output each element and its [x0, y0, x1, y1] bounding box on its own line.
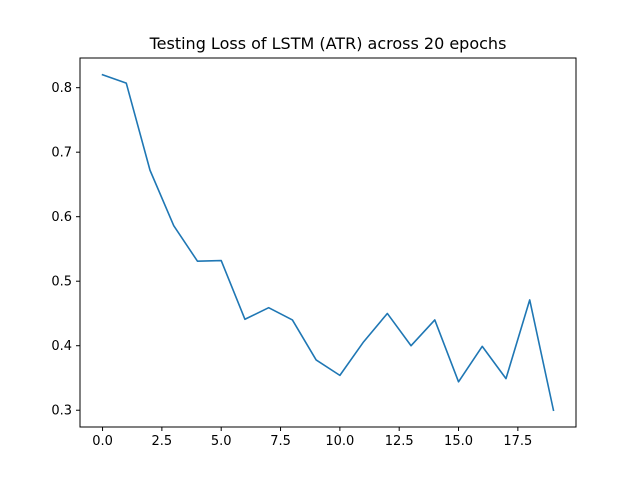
y-tick-label: 0.6	[51, 210, 72, 225]
x-tick-label: 0.0	[92, 434, 113, 449]
plot-area-frame	[79, 57, 577, 428]
y-tick-label: 0.5	[51, 275, 72, 290]
y-tick-label: 0.8	[51, 81, 72, 96]
x-axis-ticks: 0.0 2.5 5.0 7.5 10.0 12.5 15.0 17.5	[92, 427, 532, 449]
y-tick-label: 0.4	[51, 339, 72, 354]
x-tick-label: 7.5	[270, 434, 291, 449]
series-line	[101, 73, 555, 412]
chart-title: Testing Loss of LSTM (ATR) across 20 epo…	[149, 34, 507, 53]
x-tick-label: 2.5	[152, 434, 173, 449]
x-tick-label: 10.0	[325, 434, 354, 449]
y-tick-label: 0.3	[51, 404, 72, 419]
y-axis-ticks: 0.3 0.4 0.5 0.6 0.7 0.8	[51, 81, 80, 419]
y-tick-label: 0.7	[51, 146, 72, 161]
x-tick-label: 15.0	[444, 434, 473, 449]
x-tick-label: 5.0	[211, 434, 232, 449]
x-tick-label: 17.5	[503, 434, 532, 449]
series-layer	[101, 73, 555, 412]
x-tick-label: 12.5	[385, 434, 414, 449]
